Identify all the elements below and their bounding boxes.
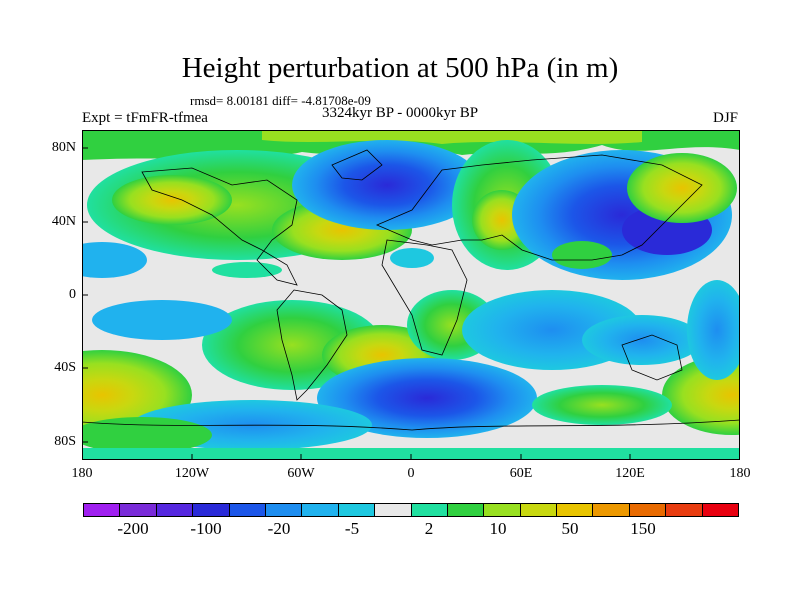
lon-label-120w: 120W <box>174 466 210 481</box>
axis-ticks <box>82 147 631 460</box>
colorbar-swatch <box>302 504 339 516</box>
colorbar-label: 50 <box>561 519 579 538</box>
map-plot <box>82 130 740 460</box>
contour-fills <box>82 130 740 460</box>
colorbar-swatch <box>265 504 303 516</box>
plot-title: Height perturbation at 500 hPa (in m) <box>181 52 619 84</box>
colorbar-swatch <box>411 504 448 516</box>
colorbar-label: 150 <box>630 519 656 538</box>
lat-label-0: 0 <box>69 287 76 302</box>
colorbar-swatch <box>702 504 739 516</box>
lon-label-60e: 60E <box>509 466 533 481</box>
colorbar-swatch <box>447 504 485 516</box>
season-label: DJF <box>713 110 739 126</box>
lat-label-40n: 40N <box>51 214 76 229</box>
experiment-label: Expt = tFmFR-tfmea <box>82 110 208 126</box>
lon-label-60w: 60W <box>287 466 315 481</box>
colorbar-swatch <box>84 504 121 516</box>
lat-label-80n: 80N <box>51 140 76 155</box>
colorbar-label: -100 <box>190 519 222 538</box>
stats-line: rmsd= 8.00181 diff= -4.81708e-09 <box>190 93 371 108</box>
lat-label-80s: 80S <box>54 434 76 449</box>
colorbar-swatch <box>229 504 266 516</box>
colorbar-swatch <box>193 504 230 516</box>
colorbar-swatch <box>593 504 630 516</box>
colorbar-swatch <box>338 504 376 516</box>
coastlines <box>82 149 740 431</box>
colorbar-swatch <box>156 504 194 516</box>
colorbar-label: -20 <box>267 519 291 538</box>
colorbar-swatch <box>666 504 703 516</box>
colorbar-swatch <box>375 504 412 516</box>
colorbar-swatch <box>520 504 558 516</box>
colorbar-label: -200 <box>117 519 149 538</box>
lat-label-40s: 40S <box>54 360 76 375</box>
colorbar-label: -5 <box>344 519 360 538</box>
lon-label-120e: 120E <box>615 466 645 481</box>
colorbar-swatch <box>484 504 521 516</box>
period-label: 3324kyr BP - 0000kyr BP <box>322 105 479 121</box>
colorbar-swatch <box>120 504 157 516</box>
colorbar-label: 10 <box>489 519 507 538</box>
lon-label-180w: 180 <box>71 466 93 481</box>
colorbar-label: 2 <box>424 519 434 538</box>
lon-label-180e: 180 <box>729 466 751 481</box>
colorbar-swatch <box>629 504 667 516</box>
colorbar-swatch <box>557 504 594 516</box>
colorbar <box>83 503 739 517</box>
lon-label-0: 0 <box>407 466 415 481</box>
